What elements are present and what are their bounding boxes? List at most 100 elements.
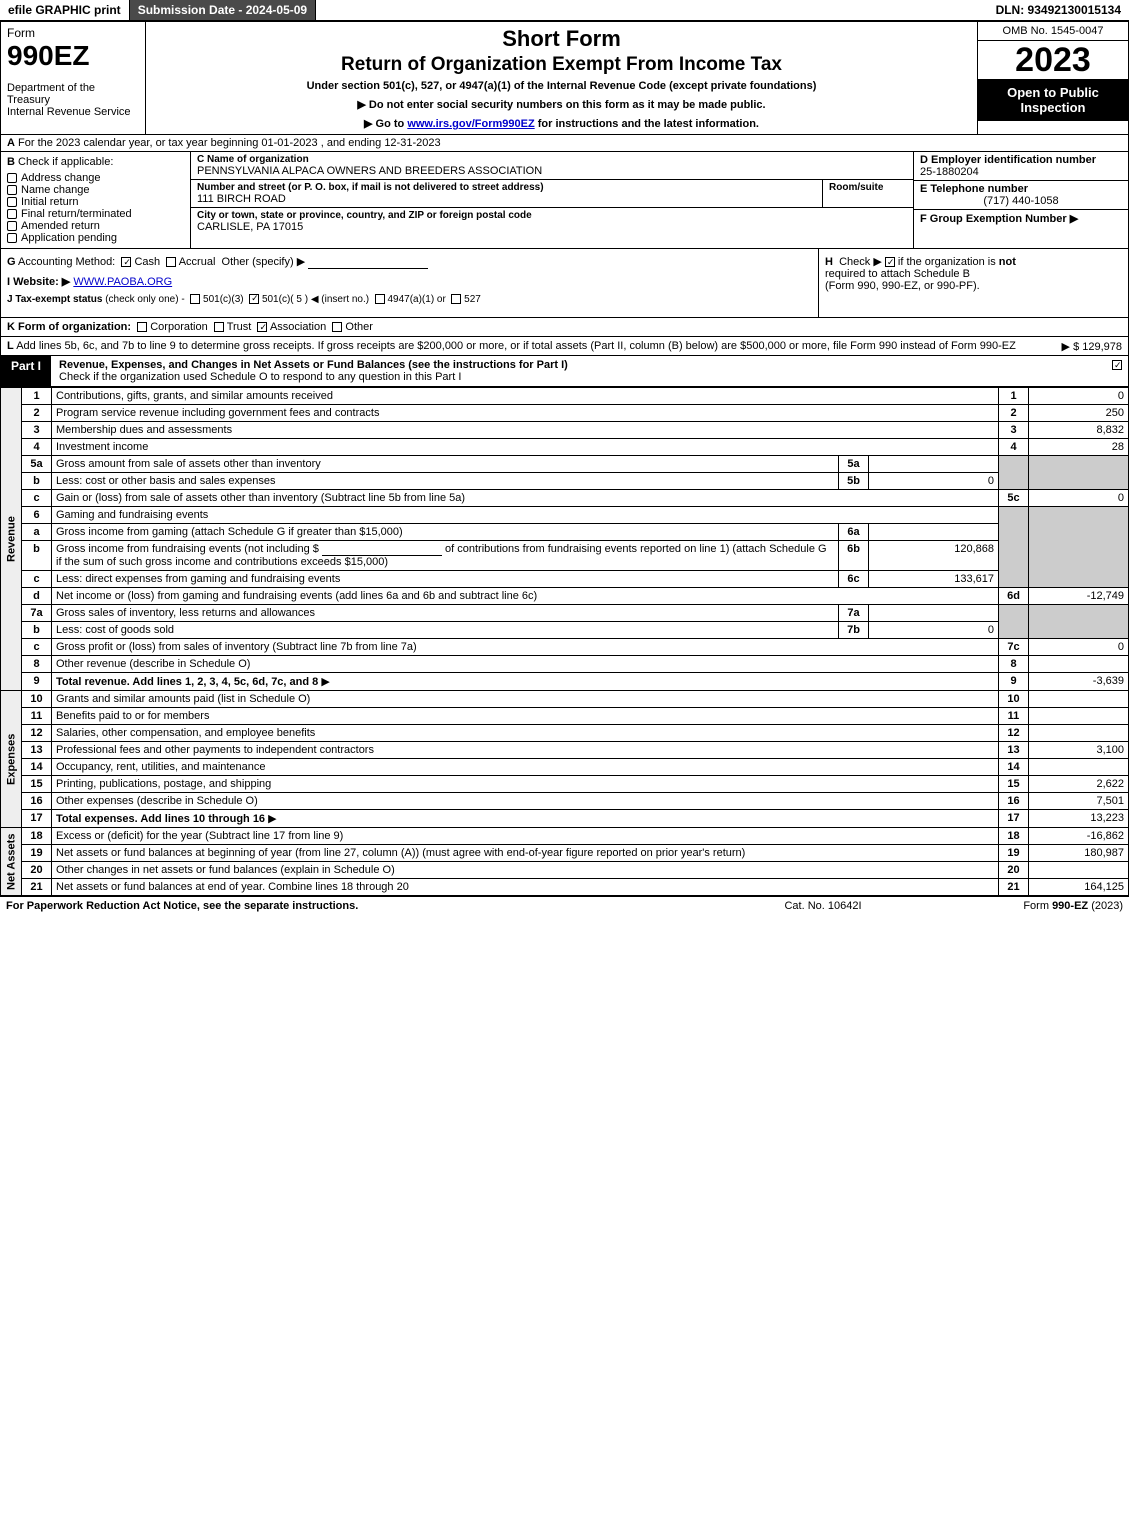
n21: 21 — [22, 879, 52, 896]
cb-address-change[interactable] — [7, 173, 17, 183]
n5a: 5a — [22, 456, 52, 473]
opt-accrual: Accrual — [179, 256, 216, 268]
t15: Printing, publications, postage, and shi… — [52, 776, 999, 793]
form-ref-post: (2023) — [1088, 900, 1123, 912]
row-a-tax-year: A For the 2023 calendar year, or tax yea… — [0, 135, 1129, 152]
a19: 180,987 — [1029, 845, 1129, 862]
a20 — [1029, 862, 1129, 879]
cb-final-return[interactable] — [7, 209, 17, 219]
cb-other-org[interactable] — [332, 322, 342, 332]
r14: 14 — [999, 759, 1029, 776]
r3: 3 — [999, 422, 1029, 439]
t9: Total revenue. Add lines 1, 2, 3, 4, 5c,… — [52, 673, 999, 691]
t6a: Gross income from gaming (attach Schedul… — [52, 524, 839, 541]
opt-4947: 4947(a)(1) or — [387, 294, 445, 305]
a6d: -12,749 — [1029, 588, 1129, 605]
cb-assoc[interactable] — [257, 322, 267, 332]
top-bar: efile GRAPHIC print Submission Date - 20… — [0, 0, 1129, 21]
t7b: Less: cost of goods sold — [52, 622, 839, 639]
n7c: c — [22, 639, 52, 656]
cb-amended[interactable] — [7, 221, 17, 231]
opt-other: Other (specify) ▶ — [222, 256, 306, 268]
name-label: C Name of organization — [197, 154, 907, 165]
goto-post: for instructions and the latest informat… — [535, 118, 759, 130]
h-text3: required to attach Schedule B — [825, 268, 1122, 280]
goto-pre: ▶ Go to — [364, 118, 407, 130]
opt-527: 527 — [464, 294, 481, 305]
side-netassets: Net Assets — [1, 828, 22, 896]
cb-name-change[interactable] — [7, 185, 17, 195]
cb-4947[interactable] — [375, 294, 385, 304]
cb-527[interactable] — [451, 294, 461, 304]
part1-check — [1106, 356, 1128, 386]
t17: Total expenses. Add lines 10 through 16 … — [52, 810, 999, 828]
t11: Benefits paid to or for members — [52, 708, 999, 725]
street-label: Number and street (or P. O. box, if mail… — [197, 182, 816, 193]
sa6a — [869, 524, 999, 541]
cb-part1[interactable] — [1112, 360, 1122, 370]
cb-pending[interactable] — [7, 233, 17, 243]
r15: 15 — [999, 776, 1029, 793]
n3: 3 — [22, 422, 52, 439]
sa6c: 133,617 — [869, 571, 999, 588]
spacer — [316, 0, 987, 20]
letter-a: A — [7, 137, 15, 149]
a21: 164,125 — [1029, 879, 1129, 896]
t2: Program service revenue including govern… — [52, 405, 999, 422]
room-label: Room/suite — [829, 182, 907, 193]
t20: Other changes in net assets or fund bala… — [52, 862, 999, 879]
t14: Occupancy, rent, utilities, and maintena… — [52, 759, 999, 776]
col-b-check: B Check if applicable: Address change Na… — [1, 152, 191, 248]
cb-initial-return[interactable] — [7, 197, 17, 207]
cb-501c[interactable] — [249, 294, 259, 304]
a12 — [1029, 725, 1129, 742]
form-word: Form — [7, 26, 139, 40]
h-text1: Check ▶ — [839, 256, 882, 268]
a14 — [1029, 759, 1129, 776]
cb-trust[interactable] — [214, 322, 224, 332]
a17: 13,223 — [1029, 810, 1129, 828]
cb-501c3[interactable] — [190, 294, 200, 304]
dln-label: DLN: 93492130015134 — [988, 0, 1129, 20]
t10: Grants and similar amounts paid (list in… — [52, 691, 999, 708]
greyamt5 — [1029, 456, 1129, 490]
n19: 19 — [22, 845, 52, 862]
subtitle-goto: ▶ Go to www.irs.gov/Form990EZ for instru… — [152, 117, 971, 130]
tax-exempt-label: J Tax-exempt status — [7, 294, 102, 305]
section-bc: B Check if applicable: Address change Na… — [0, 152, 1129, 249]
t5c: Gain or (loss) from sale of assets other… — [52, 490, 999, 507]
irs-link[interactable]: www.irs.gov/Form990EZ — [407, 118, 534, 130]
t16: Other expenses (describe in Schedule O) — [52, 793, 999, 810]
r17: 17 — [999, 810, 1029, 828]
check-only-one: (check only one) - — [105, 294, 184, 305]
form-header: Form 990EZ Department of the Treasury In… — [0, 21, 1129, 135]
opt-501c3: 501(c)(3) — [203, 294, 244, 305]
lines-table: Revenue 1 Contributions, gifts, grants, … — [0, 387, 1129, 896]
part1-header: Part I Revenue, Expenses, and Changes in… — [0, 356, 1129, 387]
r7c: 7c — [999, 639, 1029, 656]
dept-label: Department of the Treasury — [7, 82, 139, 106]
group-label: F Group Exemption Number ▶ — [920, 212, 1122, 225]
t21: Net assets or fund balances at end of ye… — [52, 879, 999, 896]
opt-pending: Application pending — [21, 232, 117, 244]
street-value: 111 BIRCH ROAD — [197, 193, 816, 205]
r9: 9 — [999, 673, 1029, 691]
subtitle-ssn: ▶ Do not enter social security numbers o… — [152, 98, 971, 111]
n9: 9 — [22, 673, 52, 691]
cb-corp[interactable] — [137, 322, 147, 332]
efile-print-button[interactable]: efile GRAPHIC print — [0, 0, 130, 20]
ein-label: D Employer identification number — [920, 154, 1122, 166]
t1: Contributions, gifts, grants, and simila… — [52, 388, 999, 405]
phone-label: E Telephone number — [920, 183, 1122, 195]
n7b: b — [22, 622, 52, 639]
tax-year: 2023 — [978, 41, 1128, 79]
k-label: K Form of organization: — [7, 321, 131, 333]
cb-h[interactable] — [885, 257, 895, 267]
accounting-label: Accounting Method: — [16, 256, 116, 268]
sn7a: 7a — [839, 605, 869, 622]
cb-cash[interactable] — [121, 257, 131, 267]
website-link[interactable]: WWW.PAOBA.ORG — [73, 276, 172, 288]
part1-title-text: Revenue, Expenses, and Changes in Net As… — [59, 359, 568, 371]
cb-accrual[interactable] — [166, 257, 176, 267]
part1-label: Part I — [1, 356, 51, 386]
